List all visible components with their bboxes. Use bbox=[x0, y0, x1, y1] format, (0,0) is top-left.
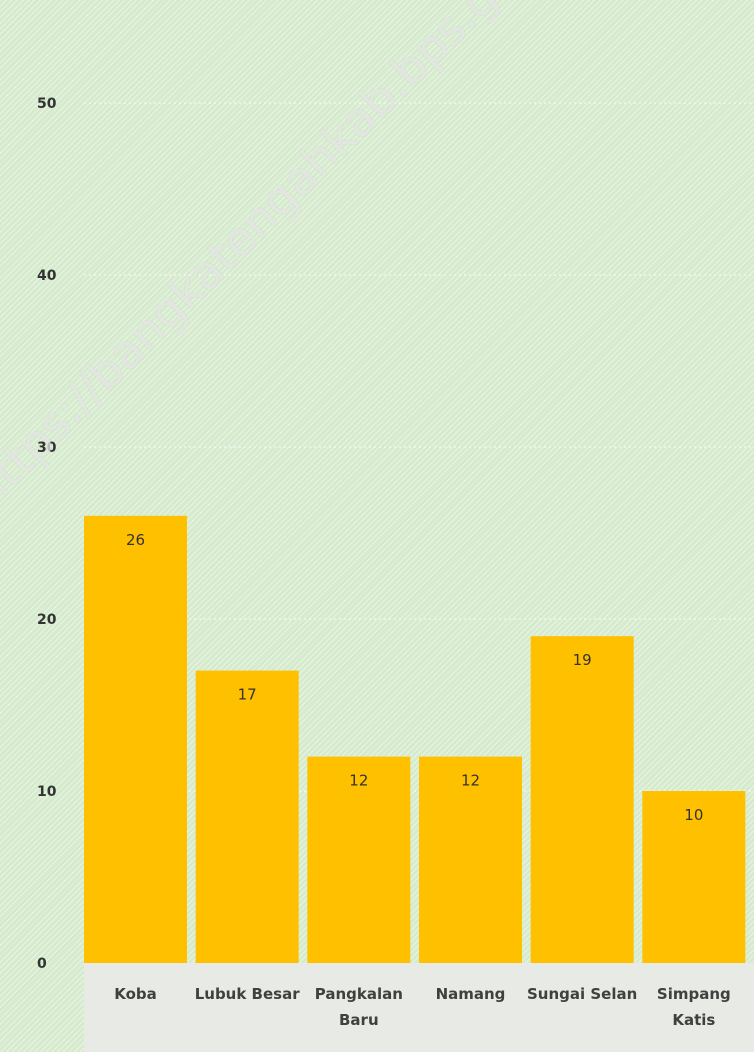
y-tick-label: 10 bbox=[37, 784, 57, 800]
data-label: 12 bbox=[461, 772, 480, 790]
y-axis-ticks: 0 10 20 30 40 50 bbox=[37, 96, 57, 972]
data-label: 12 bbox=[349, 772, 368, 790]
y-tick-label: 50 bbox=[37, 96, 57, 112]
y-tick-label: 30 bbox=[37, 440, 57, 456]
data-label: 26 bbox=[126, 531, 145, 549]
category-label: Pangkalan bbox=[315, 985, 403, 1003]
data-labels: 26 17 12 12 19 10 bbox=[126, 531, 703, 824]
bar bbox=[530, 636, 634, 963]
bar bbox=[642, 791, 746, 963]
bar bbox=[195, 670, 299, 963]
category-label: Namang bbox=[436, 985, 506, 1003]
category-label: Baru bbox=[339, 1011, 379, 1029]
y-tick-label: 0 bbox=[37, 956, 47, 972]
category-label: Sungai Selan bbox=[527, 985, 637, 1003]
bar bbox=[419, 756, 522, 963]
category-label: Koba bbox=[114, 985, 157, 1003]
y-tick-label: 40 bbox=[37, 268, 57, 284]
category-label: Katis bbox=[672, 1011, 715, 1029]
data-label: 10 bbox=[684, 806, 703, 824]
y-tick-label: 20 bbox=[37, 612, 57, 628]
category-label: Lubuk Besar bbox=[195, 985, 301, 1003]
category-label: Simpang bbox=[657, 985, 731, 1003]
data-label: 17 bbox=[238, 686, 257, 704]
bar bbox=[84, 515, 187, 963]
bars bbox=[84, 515, 746, 963]
category-labels: Koba Lubuk Besar Pangkalan Baru Namang Sungai… bbox=[114, 985, 731, 1029]
bar bbox=[307, 756, 411, 963]
category-axis-band bbox=[84, 963, 754, 1052]
data-label: 19 bbox=[573, 651, 592, 669]
